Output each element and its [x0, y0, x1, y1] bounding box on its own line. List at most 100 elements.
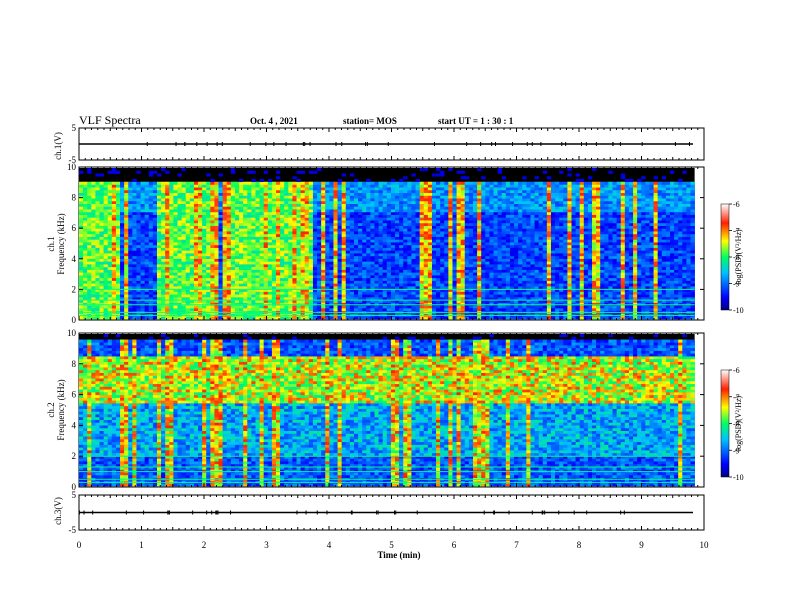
spectrum-cell	[333, 253, 338, 257]
spectrum-cell	[440, 220, 445, 224]
spectrum-cell	[247, 184, 252, 188]
spectrum-cell	[247, 297, 252, 301]
spectrum-cell	[165, 222, 170, 226]
spectrum-cell	[120, 250, 125, 254]
spectrum-cell	[95, 231, 100, 235]
spectrum-cell	[267, 272, 273, 276]
spectrum-cell	[230, 225, 236, 229]
spectrum-cell	[337, 286, 342, 290]
spectrum-cell	[161, 242, 166, 246]
spectrum-cell	[325, 231, 330, 235]
spectrum-cell	[251, 187, 256, 191]
spectrum-cell	[456, 288, 461, 292]
spectrum-cell	[198, 291, 203, 295]
spectrum-cell	[255, 192, 260, 196]
spectrum-cell	[95, 217, 100, 221]
spectrum-cell	[185, 299, 191, 303]
spectrum-cell	[349, 214, 355, 218]
spectrum-cell	[161, 299, 166, 303]
spectrum-cell	[333, 283, 338, 287]
spectrum-cell	[464, 239, 470, 243]
spectrum-cell	[317, 250, 322, 254]
spectrum-cell	[370, 236, 375, 240]
spectrum-cell	[136, 294, 141, 298]
spectrum-cell	[358, 283, 363, 287]
spectrum-cell	[181, 187, 186, 191]
spectrum-cell	[128, 244, 133, 248]
spectrum-cell	[79, 253, 84, 257]
spectrum-cell	[452, 266, 457, 270]
spectrum-cell	[271, 264, 277, 268]
spectrum-cell	[124, 181, 129, 185]
spectrum-cell	[292, 297, 297, 301]
spectrum-cell	[181, 242, 186, 246]
spectrum-cell	[386, 291, 392, 295]
spectrum-cell	[464, 209, 470, 213]
spectrum-cell	[87, 280, 92, 284]
spectrum-cell	[173, 214, 178, 218]
spectrum-cell	[99, 277, 104, 281]
spectrum-cell	[308, 209, 314, 213]
spectrum-cell	[185, 187, 191, 191]
spectrum-cell	[152, 266, 158, 270]
spectrum-cell	[452, 189, 457, 194]
spectrum-cell	[300, 242, 306, 246]
spectrum-cell	[79, 280, 84, 284]
spectrum-cell	[128, 308, 133, 312]
spectrum-cell	[103, 209, 109, 213]
spectrum-cell	[140, 239, 145, 243]
spectrum-cell	[255, 305, 260, 309]
spectrum-cell	[460, 200, 466, 204]
spectrum-cell	[193, 264, 199, 268]
spectrum-cell	[415, 187, 420, 191]
spectrum-cell	[132, 222, 137, 226]
spectrum-cell	[132, 308, 137, 312]
spectrum-cell	[95, 211, 100, 215]
spectrum-cell	[288, 217, 293, 221]
spectrum-cell	[169, 242, 174, 246]
spectrum-cell	[222, 242, 228, 246]
spectrum-cell	[431, 244, 437, 248]
spectrum-cell	[477, 294, 482, 298]
spectrum-cell	[300, 203, 306, 207]
spectrum-cell	[177, 302, 182, 306]
spectrum-cell	[444, 280, 449, 284]
spectrum-cell	[95, 187, 100, 191]
spectrum-cell	[107, 297, 113, 301]
spectrum-cell	[366, 297, 371, 301]
spectrum-cell	[267, 184, 273, 188]
spectrum-cell	[362, 184, 367, 188]
spectrum-cell	[325, 258, 330, 262]
spectrum-cell	[378, 184, 383, 188]
spectrum-cell	[353, 277, 359, 281]
spectrum-cell	[103, 225, 109, 229]
spectrum-cell	[345, 231, 351, 235]
spectrum-cell	[263, 258, 269, 262]
spectrum-cell	[124, 294, 129, 298]
spectrum-cell	[312, 192, 318, 196]
spectrum-cell	[99, 266, 104, 270]
spectrum-cell	[419, 291, 425, 295]
spectrum-cell	[255, 220, 260, 224]
spectrum-cell	[312, 291, 318, 295]
spectrum-cell	[239, 272, 244, 276]
spectrum-cell	[308, 302, 314, 306]
spectrum-cell	[222, 244, 228, 248]
spectrum-cell	[206, 275, 211, 279]
spectrum-cell	[79, 288, 84, 292]
ch1-spectrogram-cells	[79, 168, 695, 320]
spectrum-cell	[473, 299, 478, 303]
spectrum-cell	[407, 192, 412, 196]
spectrum-cell	[263, 211, 269, 215]
spectrum-cell	[296, 203, 301, 207]
spectrum-cell	[382, 266, 388, 270]
spectrum-cell	[325, 266, 330, 270]
spectrum-cell	[271, 195, 277, 199]
spectrum-cell	[419, 242, 425, 246]
spectrum-cell	[161, 297, 166, 301]
spectrum-cell	[181, 189, 186, 194]
spectrum-cell	[386, 187, 392, 191]
spectrum-cell	[230, 181, 236, 185]
spectrum-cell	[317, 266, 322, 270]
spectrum-cell	[148, 308, 154, 312]
